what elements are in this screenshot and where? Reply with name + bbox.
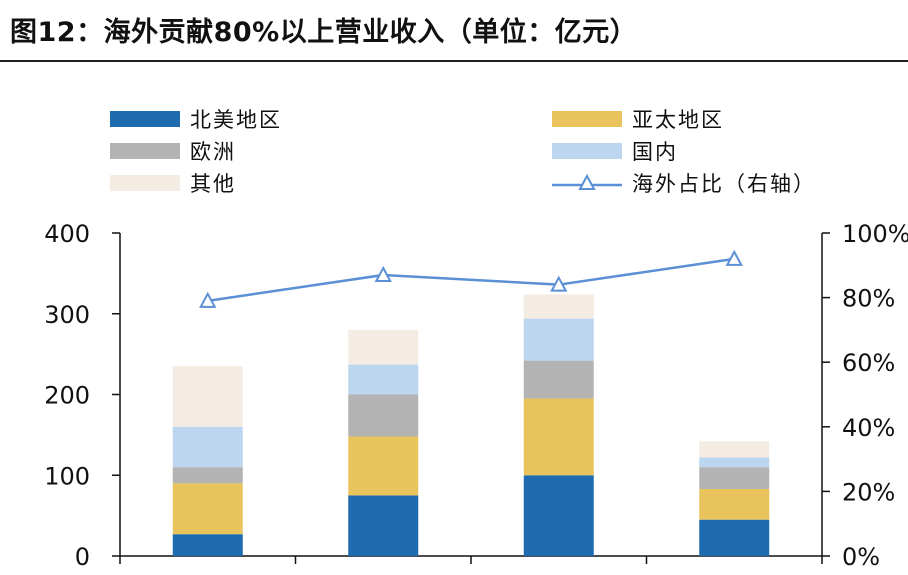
legend-label: 亚太地区 [632, 108, 724, 132]
y-tick-label: 400 [44, 220, 90, 248]
y-tick-label: 100 [44, 462, 90, 490]
bar-segment [348, 436, 419, 496]
bar-segment [699, 441, 770, 458]
bar-segment [523, 318, 594, 361]
legend-item-other: 其他 [110, 170, 236, 196]
legend-swatch [552, 143, 622, 159]
bar-segment [348, 394, 419, 437]
bar-segment [699, 457, 770, 468]
bar-segment [699, 519, 770, 556]
bar-segment [172, 467, 243, 484]
bar-segment [699, 467, 770, 489]
legend-item-north-america: 北美地区 [110, 106, 282, 132]
bar-segment [172, 366, 243, 427]
y2-tick-label: 0% [842, 543, 880, 571]
legend-swatch [110, 175, 180, 191]
overseas-share-point [199, 291, 217, 308]
legend-item-europe: 欧洲 [110, 138, 236, 164]
legend-item-overseas-share: 海外占比（右轴） [552, 170, 816, 196]
bar-segment [348, 329, 419, 365]
bar-segment [172, 483, 243, 535]
y2-tick-label: 40% [842, 414, 895, 442]
y2-tick-label: 100% [842, 220, 908, 248]
legend: 北美地区 欧洲 其他 亚太地区 国内 海外占比（右轴） [0, 0, 908, 210]
y2-tick-label: 20% [842, 478, 895, 506]
overseas-share-line [207, 257, 735, 303]
legend-label: 欧洲 [190, 140, 236, 164]
legend-line-marker [552, 173, 622, 190]
overseas-share-point [550, 275, 568, 292]
y-tick-label: 200 [44, 382, 90, 410]
y2-tick-label: 80% [842, 285, 895, 313]
legend-swatch [110, 143, 180, 159]
legend-label: 北美地区 [190, 108, 282, 132]
legend-label: 其他 [190, 172, 236, 196]
bar-segment [699, 488, 770, 520]
bar-segment [523, 475, 594, 556]
chart-title: 图12：海外贡献80%以上营业收入（单位：亿元） [10, 17, 638, 48]
bar-segment [523, 398, 594, 476]
legend-item-domestic: 国内 [552, 138, 678, 164]
bar-segment [172, 534, 243, 556]
overseas-share-point [725, 249, 743, 266]
bar-segment [348, 364, 419, 395]
bar-segment [523, 360, 594, 399]
title-rule [0, 60, 908, 62]
legend-swatch [110, 111, 180, 127]
overseas-share-point [374, 265, 392, 282]
legend-label: 国内 [632, 140, 678, 164]
legend-label: 海外占比（右轴） [632, 172, 816, 196]
bar-segment [523, 294, 594, 319]
y-tick-label: 0 [75, 543, 90, 571]
y-tick-label: 300 [44, 301, 90, 329]
legend-swatch [552, 111, 622, 127]
y2-tick-label: 60% [842, 349, 895, 377]
legend-item-asia-pacific: 亚太地区 [552, 106, 724, 132]
bar-segment [348, 495, 419, 556]
bar-segment [172, 426, 243, 468]
